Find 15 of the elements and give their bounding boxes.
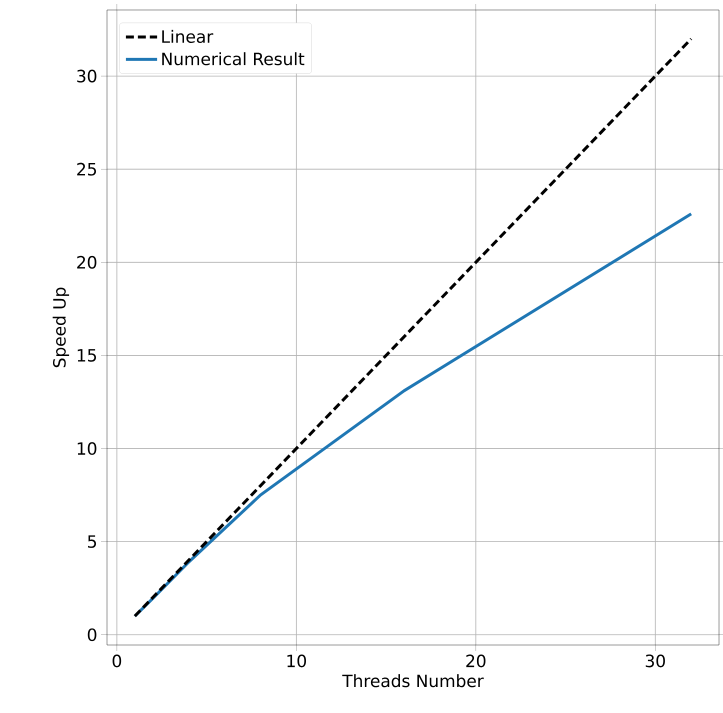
x-tick-label: 10: [287, 654, 306, 668]
y-tick-label: 15: [78, 349, 96, 362]
y-tick-label: 10: [78, 442, 96, 455]
x-axis-title: Threads Number: [342, 674, 484, 688]
x-tick-label: 20: [466, 654, 486, 668]
y-tick-label: 30: [77, 70, 96, 82]
y-tick-label: 25: [77, 162, 96, 176]
y-tick-label: 5: [88, 535, 96, 548]
y-tick-label: 20: [77, 256, 96, 269]
x-tick-label: 30: [646, 654, 665, 668]
y-tick-label: 0: [88, 628, 96, 642]
y-axis-title: Speed Up: [52, 288, 70, 368]
legend-label: Linear: [162, 30, 214, 43]
x-tick-label: 0: [112, 654, 122, 668]
legend-label: Numerical Result: [162, 52, 304, 66]
